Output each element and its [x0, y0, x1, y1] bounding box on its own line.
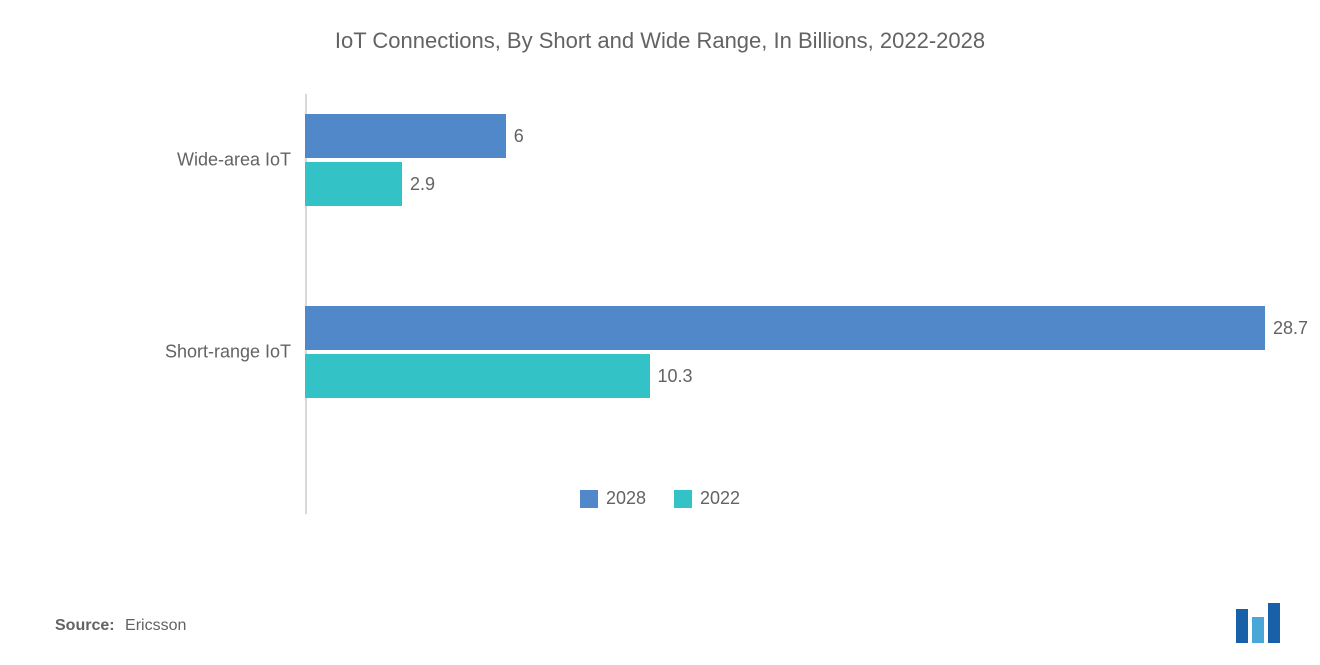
legend-swatch-icon	[580, 490, 598, 508]
category-label: Short-range IoT	[165, 342, 291, 363]
chart-container: IoT Connections, By Short and Wide Range…	[0, 0, 1320, 665]
legend-item: 2028	[580, 488, 646, 509]
plot-area: Wide-area IoT 6 2.9 Short-range IoT28.710.3	[40, 94, 1280, 514]
bar	[305, 354, 650, 398]
legend-swatch-icon	[674, 490, 692, 508]
legend: 2028 2022	[0, 488, 1320, 513]
logo-bar-icon	[1236, 609, 1248, 643]
legend-label: 2028	[606, 488, 646, 509]
bar-value-label: 10.3	[658, 366, 693, 387]
logo-bar-icon	[1268, 603, 1280, 643]
bar-row: 28.7	[305, 306, 1308, 350]
bar	[305, 162, 402, 206]
legend-item: 2022	[674, 488, 740, 509]
bar	[305, 114, 506, 158]
brand-logo-icon	[1236, 603, 1280, 643]
bar-row: 2.9	[305, 162, 435, 206]
bar-row: 6	[305, 114, 524, 158]
category-group: Wide-area IoT 6 2.9	[40, 114, 1280, 206]
bar-value-label: 28.7	[1273, 318, 1308, 339]
category-group: Short-range IoT28.710.3	[40, 306, 1280, 398]
bar	[305, 306, 1265, 350]
logo-bar-icon	[1252, 617, 1264, 643]
source-text: Ericsson	[125, 617, 186, 634]
chart-title: IoT Connections, By Short and Wide Range…	[40, 28, 1280, 54]
bar-row: 10.3	[305, 354, 693, 398]
bar-value-label: 6	[514, 126, 524, 147]
source-attribution: Source: Ericsson	[55, 617, 186, 635]
legend-label: 2022	[700, 488, 740, 509]
category-label: Wide-area IoT	[177, 150, 291, 171]
source-prefix: Source:	[55, 617, 115, 634]
bar-value-label: 2.9	[410, 174, 435, 195]
